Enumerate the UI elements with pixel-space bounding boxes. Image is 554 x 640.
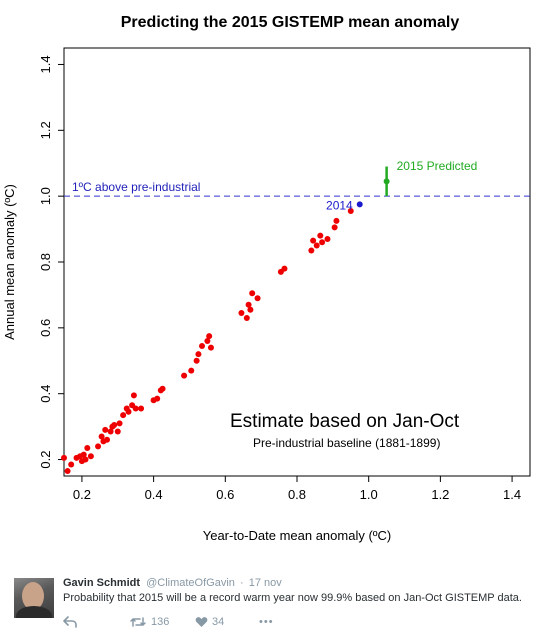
header-separator: · bbox=[239, 577, 244, 589]
data-point-s0-17 bbox=[111, 421, 118, 428]
data-point-s2-0 bbox=[383, 178, 390, 185]
like-count: 34 bbox=[212, 616, 225, 628]
scatter-chart: Predicting the 2015 GISTEMP mean anomaly… bbox=[2, 14, 531, 543]
data-point-s0-1 bbox=[64, 468, 71, 475]
data-point-s0-39 bbox=[238, 310, 245, 317]
y-tick-label-1: 0.4 bbox=[38, 385, 53, 403]
data-point-s0-9 bbox=[87, 453, 94, 460]
data-point-s0-15 bbox=[107, 428, 114, 435]
y-tick-label-2: 0.6 bbox=[38, 319, 53, 337]
y-tick-label-0: 0.2 bbox=[38, 450, 53, 468]
data-point-s0-42 bbox=[247, 306, 254, 313]
data-point-s0-36 bbox=[204, 338, 211, 345]
retweet-count: 136 bbox=[151, 616, 170, 628]
y-tick-label-5: 1.2 bbox=[38, 121, 53, 139]
data-point-s0-0 bbox=[61, 454, 67, 461]
data-point-s0-30 bbox=[159, 385, 166, 392]
tweet-text: Probability that 2015 will be a record w… bbox=[63, 592, 522, 604]
retweet-icon bbox=[130, 617, 146, 627]
data-point-s0-8 bbox=[84, 445, 91, 452]
reference-line-label: 1ºC above pre-industrial bbox=[72, 180, 200, 194]
data-point-s0-32 bbox=[188, 367, 195, 374]
x-tick-label-5: 1.2 bbox=[431, 487, 449, 502]
data-point-s0-20 bbox=[120, 412, 127, 419]
data-point-s0-38 bbox=[207, 344, 214, 351]
chart-area: Predicting the 2015 GISTEMP mean anomaly… bbox=[2, 14, 531, 543]
retweet-button[interactable]: 136 bbox=[129, 616, 169, 628]
x-axis-label: Year-to-Date mean anomaly (ºC) bbox=[203, 528, 392, 543]
data-point-s0-50 bbox=[317, 232, 324, 239]
data-point-s0-11 bbox=[98, 433, 105, 440]
label-2014: 2014 bbox=[326, 198, 353, 212]
data-point-s0-18 bbox=[114, 428, 121, 435]
data-point-s0-14 bbox=[104, 436, 111, 443]
x-tick-label-6: 1.4 bbox=[503, 487, 521, 502]
data-point-s0-24 bbox=[130, 392, 137, 399]
data-point-s0-2 bbox=[68, 461, 75, 468]
y-tick-label-4: 1.0 bbox=[38, 187, 53, 205]
tweet: Gavin Schmidt @ClimateOfGavin · 17 nov P… bbox=[0, 560, 554, 640]
chart-title: Predicting the 2015 GISTEMP mean anomaly bbox=[121, 14, 460, 31]
tweet-header: Gavin Schmidt @ClimateOfGavin · 17 nov bbox=[63, 577, 282, 589]
data-point-s0-37 bbox=[206, 333, 213, 340]
data-point-s0-54 bbox=[333, 217, 340, 224]
data-point-s0-25 bbox=[132, 405, 139, 412]
data-point-s0-22 bbox=[125, 408, 132, 415]
avatar-body bbox=[16, 606, 52, 618]
data-point-s0-6 bbox=[80, 451, 87, 458]
label-2015-predicted: 2015 Predicted bbox=[397, 159, 478, 173]
x-tick-label-3: 0.8 bbox=[288, 487, 306, 502]
x-tick-label-1: 0.4 bbox=[145, 487, 163, 502]
x-tick-label-0: 0.2 bbox=[73, 487, 91, 502]
reply-icon bbox=[63, 616, 77, 628]
data-point-s0-43 bbox=[249, 290, 256, 297]
annotation-estimate: Estimate based on Jan-Oct bbox=[230, 411, 460, 432]
data-point-s0-55 bbox=[347, 207, 354, 214]
y-tick-label-3: 0.8 bbox=[38, 253, 53, 271]
data-point-s0-46 bbox=[281, 265, 288, 272]
x-axis: 0.2 0.4 0.6 0.8 1.0 1.2 1.4 bbox=[73, 476, 521, 502]
data-point-s0-26 bbox=[138, 405, 145, 412]
data-point-s0-40 bbox=[243, 314, 250, 321]
like-button[interactable]: 34 bbox=[195, 616, 224, 628]
data-point-s0-35 bbox=[199, 342, 206, 349]
data-point-s0-51 bbox=[319, 239, 326, 246]
avatar-face bbox=[22, 582, 44, 610]
data-point-s0-28 bbox=[154, 395, 161, 402]
y-tick-label-6: 1.4 bbox=[38, 55, 53, 73]
y-axis: 0.2 0.4 0.6 0.8 1.0 1.2 1.4 bbox=[38, 55, 64, 469]
x-tick-label-4: 1.0 bbox=[360, 487, 378, 502]
author-name[interactable]: Gavin Schmidt bbox=[63, 577, 141, 589]
tweet-date[interactable]: 17 nov bbox=[248, 577, 282, 589]
data-point-s0-34 bbox=[195, 351, 202, 358]
data-point-s0-53 bbox=[331, 224, 338, 231]
data-point-s0-49 bbox=[313, 242, 320, 249]
like-icon bbox=[195, 617, 208, 627]
data-point-s0-31 bbox=[181, 372, 188, 379]
data-point-s0-41 bbox=[245, 301, 252, 308]
data-point-s0-7 bbox=[82, 456, 89, 463]
x-tick-label-2: 0.6 bbox=[216, 487, 234, 502]
data-point-s0-33 bbox=[193, 357, 200, 364]
data-point-s0-44 bbox=[254, 295, 261, 302]
annotation-baseline: Pre-industrial baseline (1881-1899) bbox=[253, 436, 440, 450]
data-point-s0-10 bbox=[95, 443, 102, 450]
more-button[interactable]: ••• bbox=[259, 616, 274, 628]
data-point-s0-47 bbox=[308, 247, 315, 254]
data-point-s0-19 bbox=[116, 420, 123, 427]
reply-button[interactable] bbox=[63, 616, 77, 628]
data-points bbox=[61, 166, 390, 475]
data-point-s0-48 bbox=[310, 237, 317, 244]
avatar[interactable] bbox=[14, 578, 54, 618]
y-axis-label: Annual mean anomaly (ºC) bbox=[2, 184, 17, 340]
data-point-s0-52 bbox=[324, 235, 331, 242]
data-point-s1-0 bbox=[356, 201, 363, 208]
author-handle[interactable]: @ClimateOfGavin bbox=[146, 577, 235, 589]
data-point-s0-13 bbox=[102, 426, 109, 433]
more-icon: ••• bbox=[259, 616, 274, 628]
